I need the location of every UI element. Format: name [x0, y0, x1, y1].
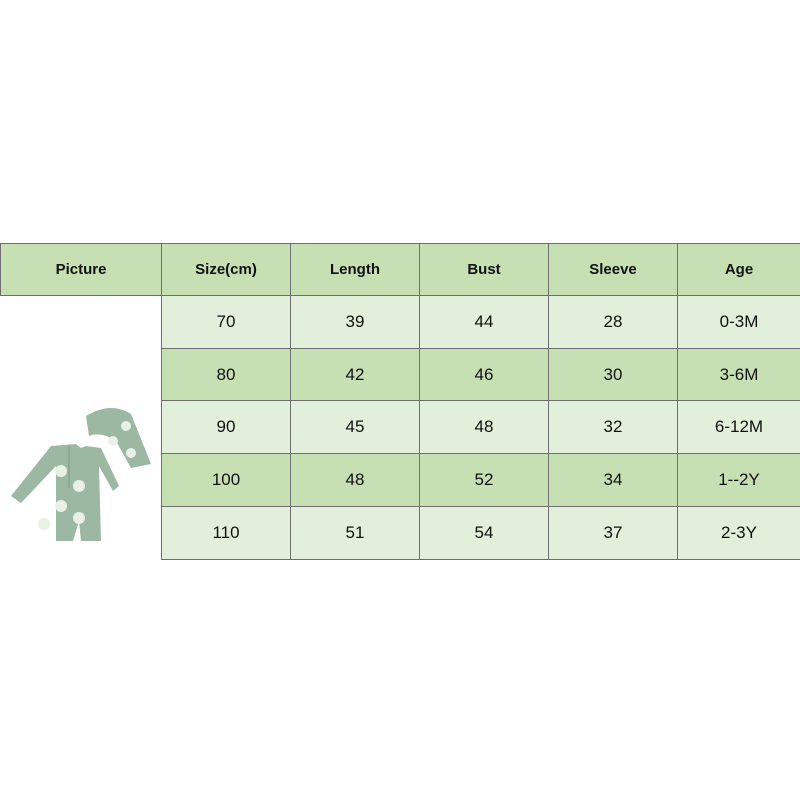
header-picture: Picture	[0, 243, 162, 296]
cell-age: 0-3M	[677, 295, 800, 349]
cell-bust: 44	[419, 295, 549, 349]
header-length: Length	[290, 243, 420, 296]
cell-length: 48	[290, 453, 420, 507]
cell-length: 51	[290, 505, 420, 560]
cell-age: 1--2Y	[677, 453, 800, 507]
table-row: 100 48 52 34 1--2Y	[1, 453, 800, 507]
cell-sleeve: 32	[548, 400, 678, 455]
cell-length: 39	[290, 295, 420, 349]
cell-bust: 54	[419, 505, 549, 560]
cell-sleeve: 28	[548, 295, 678, 349]
table-row: 70 39 44 28 0-3M	[0, 295, 800, 559]
cell-sleeve: 37	[548, 505, 678, 560]
table-row: 110 51 54 37 2-3Y	[1, 505, 800, 560]
cell-age: 6-12M	[677, 400, 800, 455]
cell-sleeve: 34	[548, 453, 678, 507]
header-age: Age	[677, 243, 800, 296]
header-bust: Bust	[419, 243, 549, 296]
cell-age: 2-3Y	[677, 505, 800, 560]
cell-age: 3-6M	[677, 347, 800, 402]
cell-length: 45	[290, 400, 420, 455]
cell-size: 70	[161, 295, 291, 349]
header-row: Picture Size(cm) Length Bust Sleeve Age	[0, 243, 800, 296]
cell-bust: 52	[419, 453, 549, 507]
size-chart-table: Picture Size(cm) Length Bust Sleeve Age …	[0, 243, 800, 560]
cell-sleeve: 30	[548, 347, 678, 402]
product-picture	[0, 295, 162, 559]
cell-bust: 48	[419, 400, 549, 455]
table-row: 90 45 48 32 6-12M	[1, 400, 800, 455]
cell-size: 90	[161, 400, 291, 455]
header-size: Size(cm)	[161, 243, 291, 296]
header-sleeve: Sleeve	[548, 243, 678, 296]
cell-size: 80	[161, 347, 291, 402]
romper-icon	[10, 407, 151, 541]
cell-size: 110	[161, 505, 291, 560]
cell-bust: 46	[419, 347, 549, 402]
cell-size: 100	[161, 453, 291, 507]
cell-length: 42	[290, 347, 420, 402]
